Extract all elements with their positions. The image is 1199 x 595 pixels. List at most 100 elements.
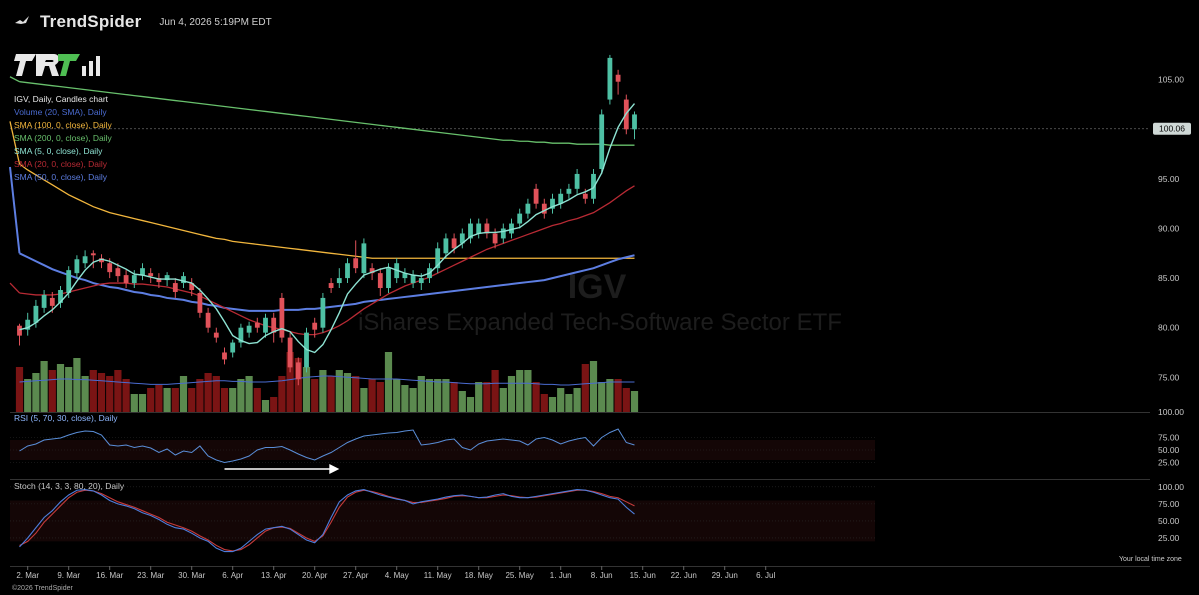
candle-body bbox=[353, 258, 359, 269]
candle-body bbox=[74, 259, 80, 274]
candle-body bbox=[574, 173, 580, 189]
sma200-line bbox=[19, 81, 635, 146]
x-tick-label: 4. May bbox=[385, 571, 409, 580]
candle-body bbox=[418, 278, 424, 284]
volume-bar bbox=[376, 382, 384, 412]
rsi-line bbox=[19, 428, 635, 464]
local-time-zone[interactable]: Your local time zone bbox=[1119, 556, 1182, 563]
last-price-badge bbox=[1153, 122, 1191, 135]
candle-body bbox=[476, 223, 482, 234]
volume-bar bbox=[24, 379, 32, 412]
sma200-history bbox=[9, 76, 20, 83]
rsi-label[interactable]: RSI (5, 70, 30, close), Daily bbox=[14, 413, 118, 423]
candle-body bbox=[615, 74, 621, 82]
volume-bar bbox=[630, 391, 639, 412]
candle-body bbox=[402, 273, 408, 279]
candle-body bbox=[238, 327, 244, 343]
volume-bar bbox=[352, 376, 360, 412]
x-tick-label: 2. Mar bbox=[16, 571, 39, 580]
annotation-arrow-head bbox=[329, 464, 340, 474]
chart-datetime: Jun 4, 2026 5:19PM EDT bbox=[159, 16, 272, 28]
stoch-tick-label: 75.00 bbox=[1158, 499, 1180, 509]
x-tick-label: 22. Jun bbox=[671, 571, 697, 580]
volume-bar bbox=[97, 373, 106, 412]
volume-bar bbox=[483, 382, 491, 412]
volume-bar bbox=[302, 367, 311, 412]
volume-bar bbox=[327, 376, 335, 412]
volume-bar bbox=[15, 367, 24, 412]
legend-item-volume[interactable]: Volume (20, SMA), Daily bbox=[14, 107, 107, 117]
volume-bar bbox=[499, 388, 507, 412]
legend-item-sma5[interactable]: SMA (5, 0, close), Daily bbox=[14, 146, 103, 156]
x-tick-label: 9. Mar bbox=[57, 571, 80, 580]
volume-bar bbox=[507, 376, 516, 412]
candle-body bbox=[500, 228, 506, 239]
volume-bar bbox=[65, 367, 73, 412]
sma50-line bbox=[19, 252, 635, 312]
volume-bar bbox=[319, 370, 327, 412]
candle-body bbox=[58, 289, 63, 303]
legend-item-sma100[interactable]: SMA (100, 0, close), Daily bbox=[14, 120, 112, 130]
stoch-label[interactable]: Stoch (14, 3, 3, 80, 20), Daily bbox=[14, 481, 125, 491]
trt-logo bbox=[14, 54, 100, 76]
stoch-tick-label: 100.00 bbox=[1158, 482, 1184, 492]
volume-bar bbox=[130, 394, 138, 412]
brand-name: TrendSpider bbox=[40, 12, 142, 31]
candle-body bbox=[591, 173, 596, 199]
volume-bar bbox=[311, 379, 319, 412]
volume-bar bbox=[204, 373, 212, 412]
x-tick-label: 20. Apr bbox=[302, 571, 328, 580]
legend-item-sma20[interactable]: SMA (20, 0, close), Daily bbox=[14, 159, 108, 169]
candle-body bbox=[492, 233, 498, 244]
candle-body bbox=[156, 278, 162, 283]
candle-body bbox=[459, 233, 465, 244]
candle-body bbox=[82, 256, 88, 264]
volume-bar bbox=[40, 361, 48, 412]
x-tick-label: 29. Jun bbox=[712, 571, 738, 580]
volume-axis-label: 100.00 bbox=[1158, 407, 1184, 417]
volume-bar bbox=[278, 376, 286, 412]
volume-bar bbox=[409, 388, 417, 412]
x-tick-label: 11. May bbox=[424, 571, 452, 580]
volume-bar bbox=[557, 388, 565, 412]
volume-bar bbox=[565, 394, 573, 412]
volume-bar bbox=[368, 379, 376, 412]
price-tick-label: 85.00 bbox=[1158, 273, 1180, 283]
volume-bar bbox=[122, 379, 130, 412]
volume-bar bbox=[540, 394, 548, 412]
legend-item-sma200[interactable]: SMA (200, 0, close), Daily bbox=[14, 133, 112, 143]
candle-body bbox=[410, 275, 416, 284]
price-tick-label: 90.00 bbox=[1158, 224, 1180, 234]
price-tick-label: 75.00 bbox=[1158, 372, 1180, 382]
volume-bar bbox=[606, 379, 614, 412]
volume-bar bbox=[48, 370, 56, 412]
x-tick-label: 15. Jun bbox=[630, 571, 656, 580]
candle-body bbox=[189, 283, 195, 290]
volume-bar bbox=[434, 379, 442, 412]
x-tick-label: 30. Mar bbox=[178, 571, 205, 580]
volume-bar bbox=[245, 376, 253, 412]
candle-body bbox=[115, 268, 121, 277]
candle-body bbox=[99, 258, 104, 263]
candle-body bbox=[205, 312, 211, 328]
x-tick-label: 6. Apr bbox=[222, 571, 243, 580]
candle-body bbox=[517, 213, 523, 224]
chart-legend: IGV, Daily, Candles chart Volume (20, SM… bbox=[14, 93, 112, 184]
price-tick-label: 80.00 bbox=[1158, 323, 1180, 333]
candle-body bbox=[181, 276, 186, 284]
candle-body bbox=[550, 198, 555, 209]
volume-bar bbox=[581, 364, 589, 412]
sma100-history bbox=[9, 121, 21, 165]
candle-body bbox=[271, 317, 277, 333]
sma100-line bbox=[19, 163, 635, 259]
volume-bar bbox=[524, 370, 532, 412]
volume-bar bbox=[335, 370, 343, 412]
candle-body bbox=[263, 317, 268, 333]
volume-bar bbox=[401, 385, 409, 412]
volume-bar bbox=[229, 388, 237, 412]
legend-title: IGV, Daily, Candles chart bbox=[14, 94, 109, 104]
volume-bar bbox=[138, 394, 147, 412]
volume-sma-line bbox=[19, 375, 635, 386]
legend-item-sma50[interactable]: SMA (50, 0, close), Daily bbox=[14, 172, 108, 182]
